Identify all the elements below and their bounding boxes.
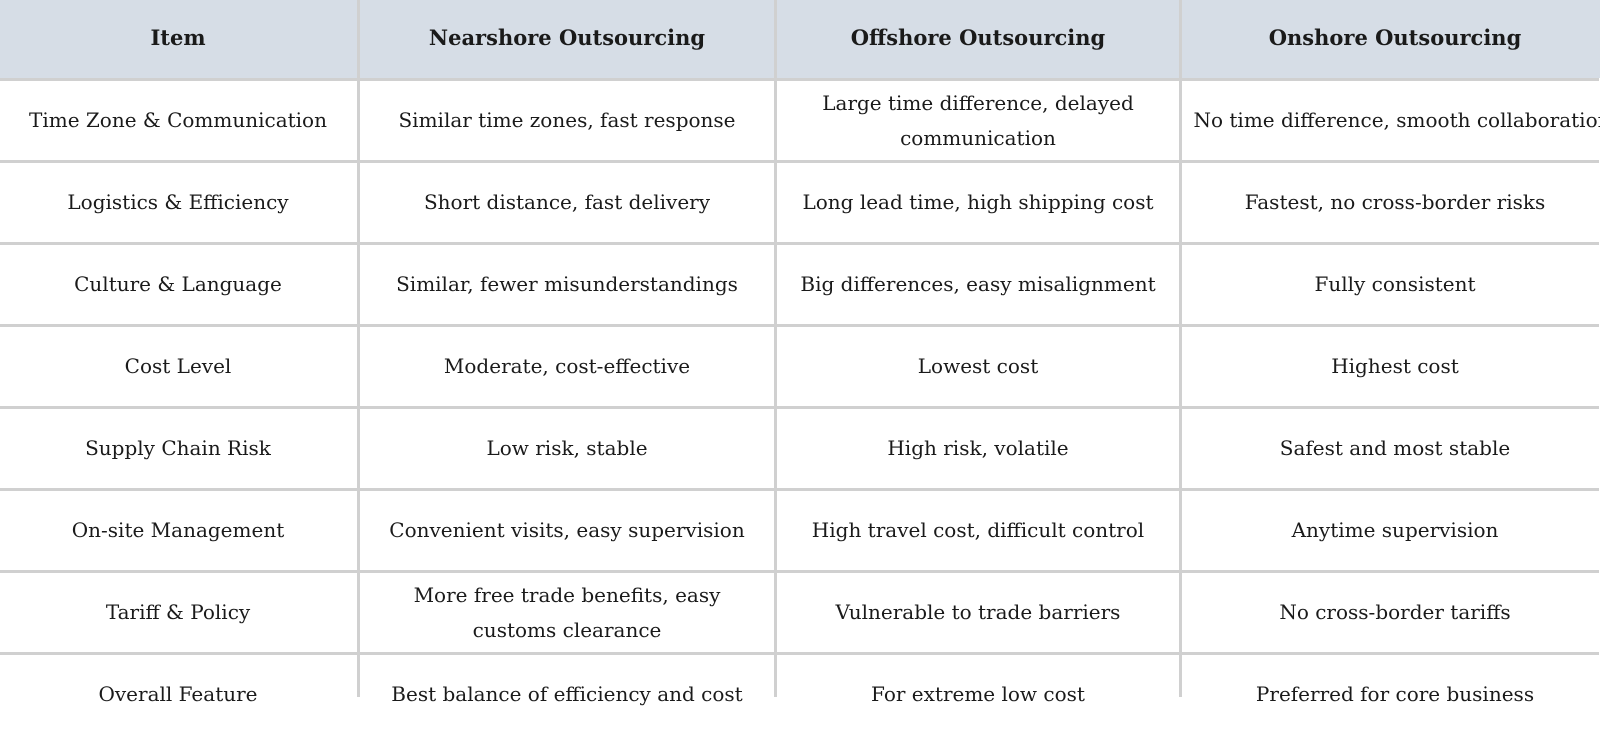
cell-nearshore: Moderate, cost-effective [360,327,774,406]
cell-offshore: High risk, volatile [777,409,1179,488]
row-label-supply-chain-risk: Supply Chain Risk [0,409,357,488]
column-header-item: Item [0,0,357,78]
cell-nearshore: More free trade benefits, easy customs c… [360,573,774,652]
cell-onshore: No time difference, smooth collaboration [1182,81,1600,160]
cell-onshore: Fastest, no cross-border risks [1182,163,1600,242]
cell-offshore: Big differences, easy misalignment [777,245,1179,324]
cell-offshore: Long lead time, high shipping cost [777,163,1179,242]
cell-nearshore: Similar time zones, fast response [360,81,774,160]
row-label-cost-level: Cost Level [0,327,357,406]
cell-offshore: High travel cost, difficult control [777,491,1179,570]
column-header-onshore: Onshore Outsourcing [1182,0,1600,78]
cell-nearshore: Convenient visits, easy supervision [360,491,774,570]
cell-offshore: Lowest cost [777,327,1179,406]
cell-offshore: For extreme low cost [777,655,1179,734]
cell-onshore: Preferred for core business [1182,655,1600,734]
row-label-on-site-management: On-site Management [0,491,357,570]
cell-onshore: Anytime supervision [1182,491,1600,570]
row-label-overall-feature: Overall Feature [0,655,357,734]
cell-offshore: Large time difference, delayed communica… [777,81,1179,160]
cell-nearshore: Similar, fewer misunderstandings [360,245,774,324]
column-header-offshore: Offshore Outsourcing [777,0,1179,78]
row-label-tariff-policy: Tariff & Policy [0,573,357,652]
cell-onshore: No cross-border tariffs [1182,573,1600,652]
cell-offshore: Vulnerable to trade barriers [777,573,1179,652]
row-label-culture: Culture & Language [0,245,357,324]
cell-nearshore: Short distance, fast delivery [360,163,774,242]
comparison-table: Item Nearshore Outsourcing Offshore Outs… [0,0,1600,706]
row-label-logistics: Logistics & Efficiency [0,163,357,242]
cell-onshore: Safest and most stable [1182,409,1600,488]
cell-onshore: Fully consistent [1182,245,1600,324]
column-header-nearshore: Nearshore Outsourcing [360,0,774,78]
cell-onshore: Highest cost [1182,327,1600,406]
row-label-time-zone: Time Zone & Communication [0,81,357,160]
cell-nearshore: Best balance of efficiency and cost [360,655,774,734]
cell-nearshore: Low risk, stable [360,409,774,488]
